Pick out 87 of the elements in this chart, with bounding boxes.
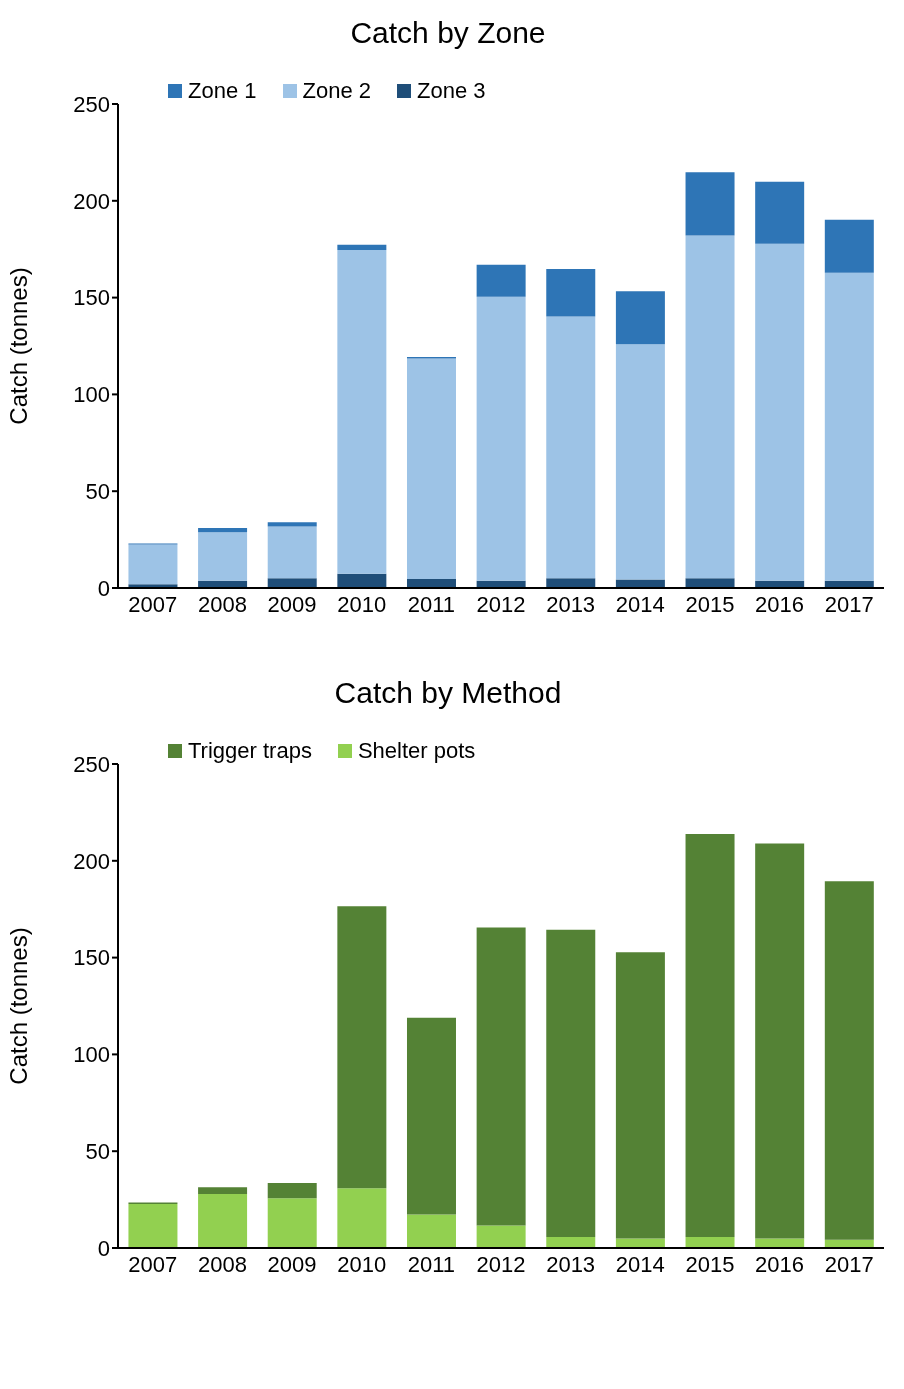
bar <box>685 834 735 1237</box>
bar <box>198 1193 248 1248</box>
bar <box>755 181 805 244</box>
x-tick-label: 2012 <box>476 591 526 617</box>
bar <box>406 1017 456 1215</box>
legend-label: Zone 2 <box>302 78 371 104</box>
x-tick-label: 2007 <box>128 1251 178 1277</box>
y-tick-label: 150 <box>73 285 110 311</box>
legend-label: Zone 1 <box>188 78 257 104</box>
y-tick-label: 100 <box>73 1042 110 1068</box>
bar <box>685 1236 735 1248</box>
bar <box>476 264 526 297</box>
y-axis-title: Catch (tonnes) <box>4 267 32 425</box>
bar <box>128 1204 178 1248</box>
bar <box>337 573 387 588</box>
bar <box>267 578 317 588</box>
bar <box>755 843 805 1239</box>
bar <box>615 344 665 580</box>
bar <box>685 578 735 588</box>
bar <box>476 296 526 581</box>
bar <box>476 1225 526 1248</box>
bar <box>546 268 596 317</box>
legend-label: Zone 3 <box>417 78 486 104</box>
bar <box>267 522 317 527</box>
y-tick-label: 250 <box>73 91 110 117</box>
bar <box>267 526 317 579</box>
y-tick-label: 200 <box>73 848 110 874</box>
x-tick-label: 2010 <box>337 591 387 617</box>
x-tick-label: 2011 <box>407 1251 456 1277</box>
x-tick-label: 2016 <box>755 1251 805 1277</box>
bar <box>824 272 874 581</box>
y-tick-label: 0 <box>97 1235 110 1261</box>
bar <box>615 291 665 345</box>
x-tick-label: 2008 <box>197 591 247 617</box>
x-tick-label: 2013 <box>546 1251 596 1277</box>
chart-title: Catch by Method <box>333 675 563 711</box>
x-tick-label: 2014 <box>615 591 665 617</box>
bar <box>406 358 456 580</box>
x-tick-label: 2015 <box>685 591 735 617</box>
y-axis-title: Catch (tonnes) <box>4 927 32 1085</box>
bar <box>406 1214 456 1248</box>
x-tick-label: 2012 <box>476 1251 526 1277</box>
bar <box>267 1182 317 1199</box>
bar <box>546 929 596 1237</box>
bar <box>615 579 665 588</box>
bar <box>406 579 456 588</box>
legend-label: Trigger traps <box>188 738 312 764</box>
bar <box>198 532 248 581</box>
bar <box>685 172 735 236</box>
x-tick-label: 2017 <box>824 1251 874 1277</box>
bar <box>128 544 178 585</box>
bar <box>267 1198 317 1248</box>
bar <box>337 1188 387 1248</box>
y-tick-label: 200 <box>73 188 110 214</box>
x-tick-label: 2008 <box>197 1251 247 1277</box>
y-tick-label: 100 <box>73 382 110 408</box>
bar <box>337 244 387 250</box>
x-tick-label: 2007 <box>128 591 178 617</box>
x-tick-label: 2009 <box>267 591 317 617</box>
x-tick-label: 2017 <box>824 591 874 617</box>
x-tick-label: 2013 <box>546 591 596 617</box>
x-tick-label: 2011 <box>407 591 456 617</box>
bar <box>685 235 735 579</box>
bar <box>337 906 387 1189</box>
x-tick-label: 2009 <box>267 1251 317 1277</box>
bar <box>546 578 596 588</box>
bar <box>198 1187 248 1194</box>
bar <box>615 952 665 1239</box>
bar <box>824 219 874 273</box>
y-tick-label: 50 <box>85 479 110 505</box>
bar <box>198 527 248 533</box>
y-tick-label: 150 <box>73 945 110 971</box>
legend-label: Shelter pots <box>357 738 476 764</box>
x-tick-label: 2015 <box>685 1251 735 1277</box>
bar <box>546 1236 596 1248</box>
x-tick-label: 2016 <box>755 591 805 617</box>
x-tick-label: 2014 <box>615 1251 665 1277</box>
bar <box>337 249 387 574</box>
y-tick-label: 0 <box>97 575 110 601</box>
x-tick-label: 2010 <box>337 1251 387 1277</box>
bar <box>546 316 596 579</box>
chart-title: Catch by Zone <box>349 15 547 51</box>
bar <box>476 927 526 1226</box>
bar <box>824 881 874 1240</box>
y-tick-label: 250 <box>73 751 110 777</box>
y-tick-label: 50 <box>85 1139 110 1165</box>
bar <box>755 243 805 581</box>
